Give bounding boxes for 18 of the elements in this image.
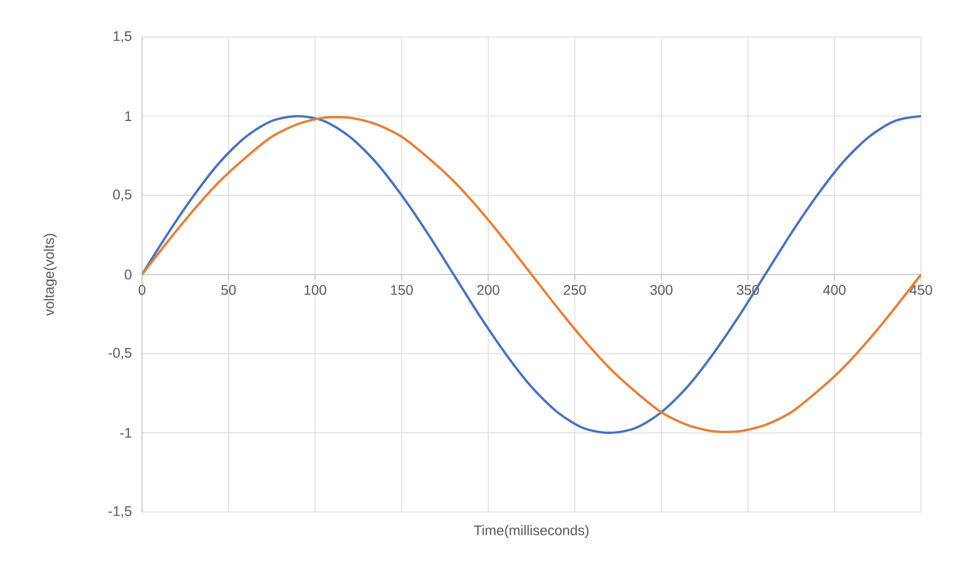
x-tick-label: 150 bbox=[391, 284, 413, 295]
y-tick-label: -0,5 bbox=[108, 348, 132, 360]
x-tick-label: 0 bbox=[138, 284, 146, 295]
y-axis-title: voltage(volts) bbox=[44, 234, 57, 316]
y-tick-label: 1 bbox=[125, 111, 132, 121]
x-tick-label: 100 bbox=[304, 284, 326, 295]
y-tick-label: 0,5 bbox=[113, 190, 132, 202]
x-tick-label: 250 bbox=[564, 284, 586, 295]
y-tick-label: 0 bbox=[124, 270, 132, 280]
y-tick-label: -1 bbox=[120, 428, 132, 438]
x-tick-label: 200 bbox=[477, 284, 500, 295]
y-tick-label: -1,5 bbox=[108, 506, 132, 518]
x-axis-title: Time(milliseconds) bbox=[474, 525, 588, 538]
x-tick-label: 300 bbox=[650, 284, 672, 295]
x-tick-label: 400 bbox=[823, 284, 846, 295]
x-tick-label: 50 bbox=[221, 284, 236, 295]
x-tick-label: 450 bbox=[910, 284, 932, 295]
y-tick-label: 1,5 bbox=[114, 31, 132, 43]
